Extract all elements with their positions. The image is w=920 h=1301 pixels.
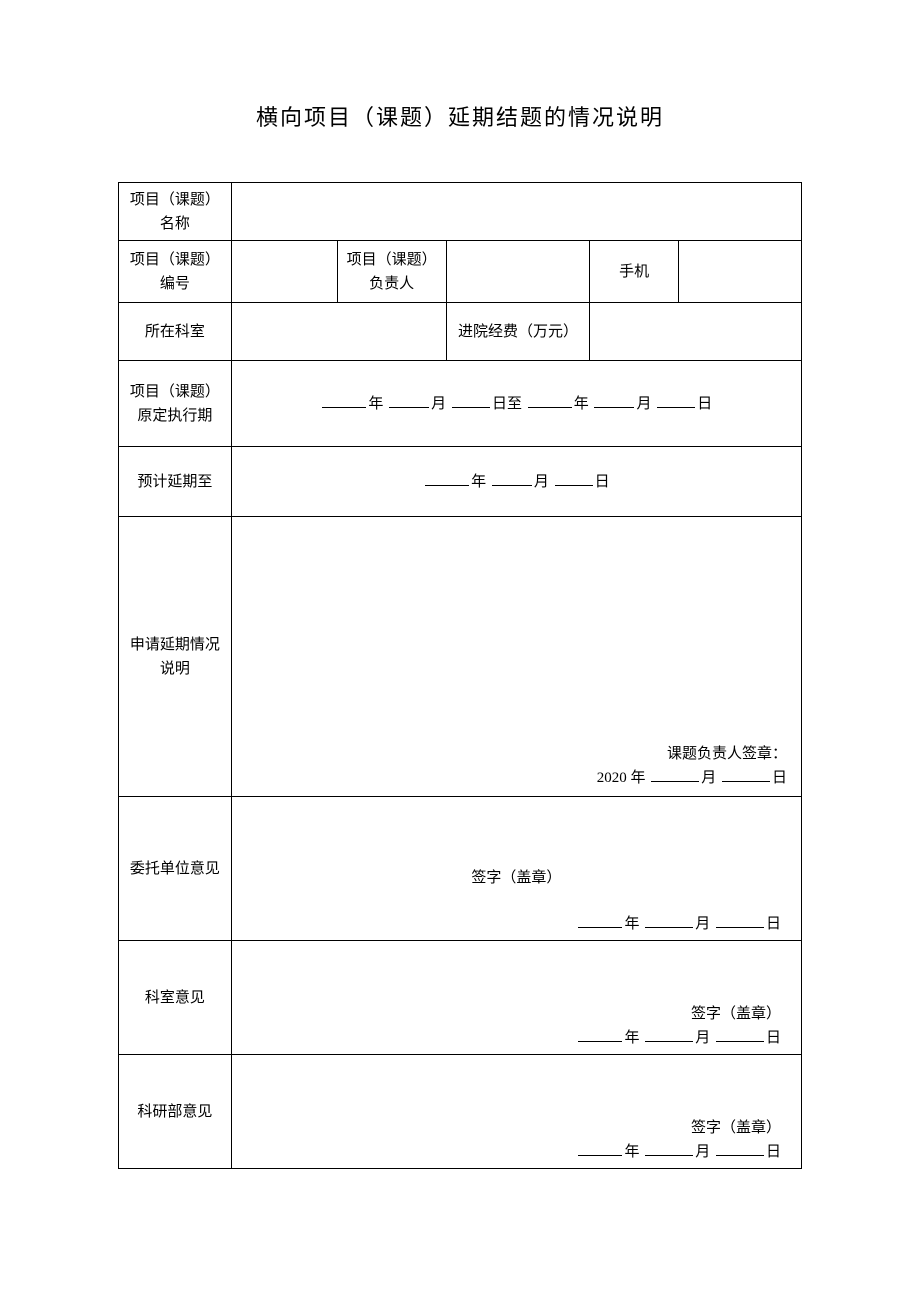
label-entrust-opinion: 委托单位意见 <box>119 797 232 941</box>
unit-month: 月 <box>695 916 710 932</box>
dept-sign-seal: 签字（盖章） <box>238 1002 795 1026</box>
unit-year: 年 <box>624 1144 639 1160</box>
sign-year-2020: 2020 年 <box>597 770 646 786</box>
blank-dept-month[interactable] <box>645 1041 693 1042</box>
delay-explain-sign: 课题负责人签章： 2020 年 月 日 <box>231 738 801 797</box>
unit-year: 年 <box>471 474 486 490</box>
blank-delay-year[interactable] <box>425 485 469 486</box>
leader-sign-date: 2020 年 月 日 <box>238 766 787 790</box>
unit-year: 年 <box>624 1030 639 1046</box>
research-date: 年 月 日 <box>238 1140 795 1164</box>
unit-to: 至 <box>507 396 522 412</box>
label-project-no: 项目（课题）编号 <box>119 241 232 303</box>
unit-year: 年 <box>574 396 589 412</box>
unit-day: 日 <box>766 1144 781 1160</box>
label-dept-opinion: 科室意见 <box>119 941 232 1055</box>
label-project-leader: 项目（课题）负责人 <box>337 241 446 303</box>
unit-year: 年 <box>368 396 383 412</box>
blank-day-end[interactable] <box>657 407 695 408</box>
unit-day: 日 <box>595 474 610 490</box>
blank-delay-month[interactable] <box>492 485 532 486</box>
unit-month: 月 <box>431 396 446 412</box>
field-delay-to[interactable]: 年 月 日 <box>231 447 801 517</box>
field-orig-period[interactable]: 年 月 日至 年 月 日 <box>231 361 801 447</box>
unit-day: 日 <box>772 770 787 786</box>
unit-month: 月 <box>701 770 716 786</box>
blank-research-year[interactable] <box>578 1155 622 1156</box>
entrust-date: 年 月 日 <box>238 912 795 936</box>
entrust-sign-seal: 签字（盖章） <box>238 866 795 890</box>
field-department[interactable] <box>231 303 446 361</box>
label-department: 所在科室 <box>119 303 232 361</box>
blank-sign-day[interactable] <box>722 781 770 782</box>
field-project-name[interactable] <box>231 183 801 241</box>
blank-research-day[interactable] <box>716 1155 764 1156</box>
unit-month: 月 <box>695 1144 710 1160</box>
unit-month: 月 <box>636 396 651 412</box>
dept-date: 年 月 日 <box>238 1026 795 1050</box>
blank-year-end[interactable] <box>528 407 572 408</box>
field-project-no[interactable] <box>231 241 337 303</box>
label-research-opinion: 科研部意见 <box>119 1055 232 1169</box>
blank-day-start[interactable] <box>452 407 490 408</box>
label-delay-explain: 申请延期情况说明 <box>119 517 232 797</box>
unit-day: 日 <box>766 916 781 932</box>
unit-year: 年 <box>624 916 639 932</box>
field-funding[interactable] <box>590 303 802 361</box>
blank-entrust-day[interactable] <box>716 927 764 928</box>
blank-entrust-year[interactable] <box>578 927 622 928</box>
unit-day: 日 <box>697 396 712 412</box>
blank-year-start[interactable] <box>322 407 366 408</box>
research-sign-seal: 签字（盖章） <box>238 1116 795 1140</box>
blank-dept-year[interactable] <box>578 1041 622 1042</box>
label-phone: 手机 <box>590 241 679 303</box>
label-orig-period: 项目（课题）原定执行期 <box>119 361 232 447</box>
label-delay-to: 预计延期至 <box>119 447 232 517</box>
blank-month-end[interactable] <box>594 407 634 408</box>
unit-month: 月 <box>695 1030 710 1046</box>
field-entrust-opinion[interactable]: 签字（盖章） 年 月 日 <box>231 797 801 941</box>
field-research-opinion[interactable]: 签字（盖章） 年 月 日 <box>231 1055 801 1169</box>
field-dept-opinion[interactable]: 签字（盖章） 年 月 日 <box>231 941 801 1055</box>
blank-dept-day[interactable] <box>716 1041 764 1042</box>
field-project-leader[interactable] <box>446 241 589 303</box>
field-phone[interactable] <box>679 241 802 303</box>
unit-month: 月 <box>534 474 549 490</box>
unit-day: 日 <box>492 396 507 412</box>
blank-month-start[interactable] <box>389 407 429 408</box>
unit-day: 日 <box>766 1030 781 1046</box>
blank-research-month[interactable] <box>645 1155 693 1156</box>
page-title: 横向项目（课题）延期结题的情况说明 <box>118 100 802 132</box>
field-delay-explain[interactable] <box>231 517 801 738</box>
leader-sign-label: 课题负责人签章： <box>238 742 787 766</box>
label-project-name: 项目（课题）名称 <box>119 183 232 241</box>
blank-entrust-month[interactable] <box>645 927 693 928</box>
label-funding: 进院经费（万元） <box>446 303 589 361</box>
blank-sign-month[interactable] <box>651 781 699 782</box>
form-table: 项目（课题）名称 项目（课题）编号 项目（课题）负责人 手机 所在科室 进院经费… <box>118 182 802 1169</box>
blank-delay-day[interactable] <box>555 485 593 486</box>
